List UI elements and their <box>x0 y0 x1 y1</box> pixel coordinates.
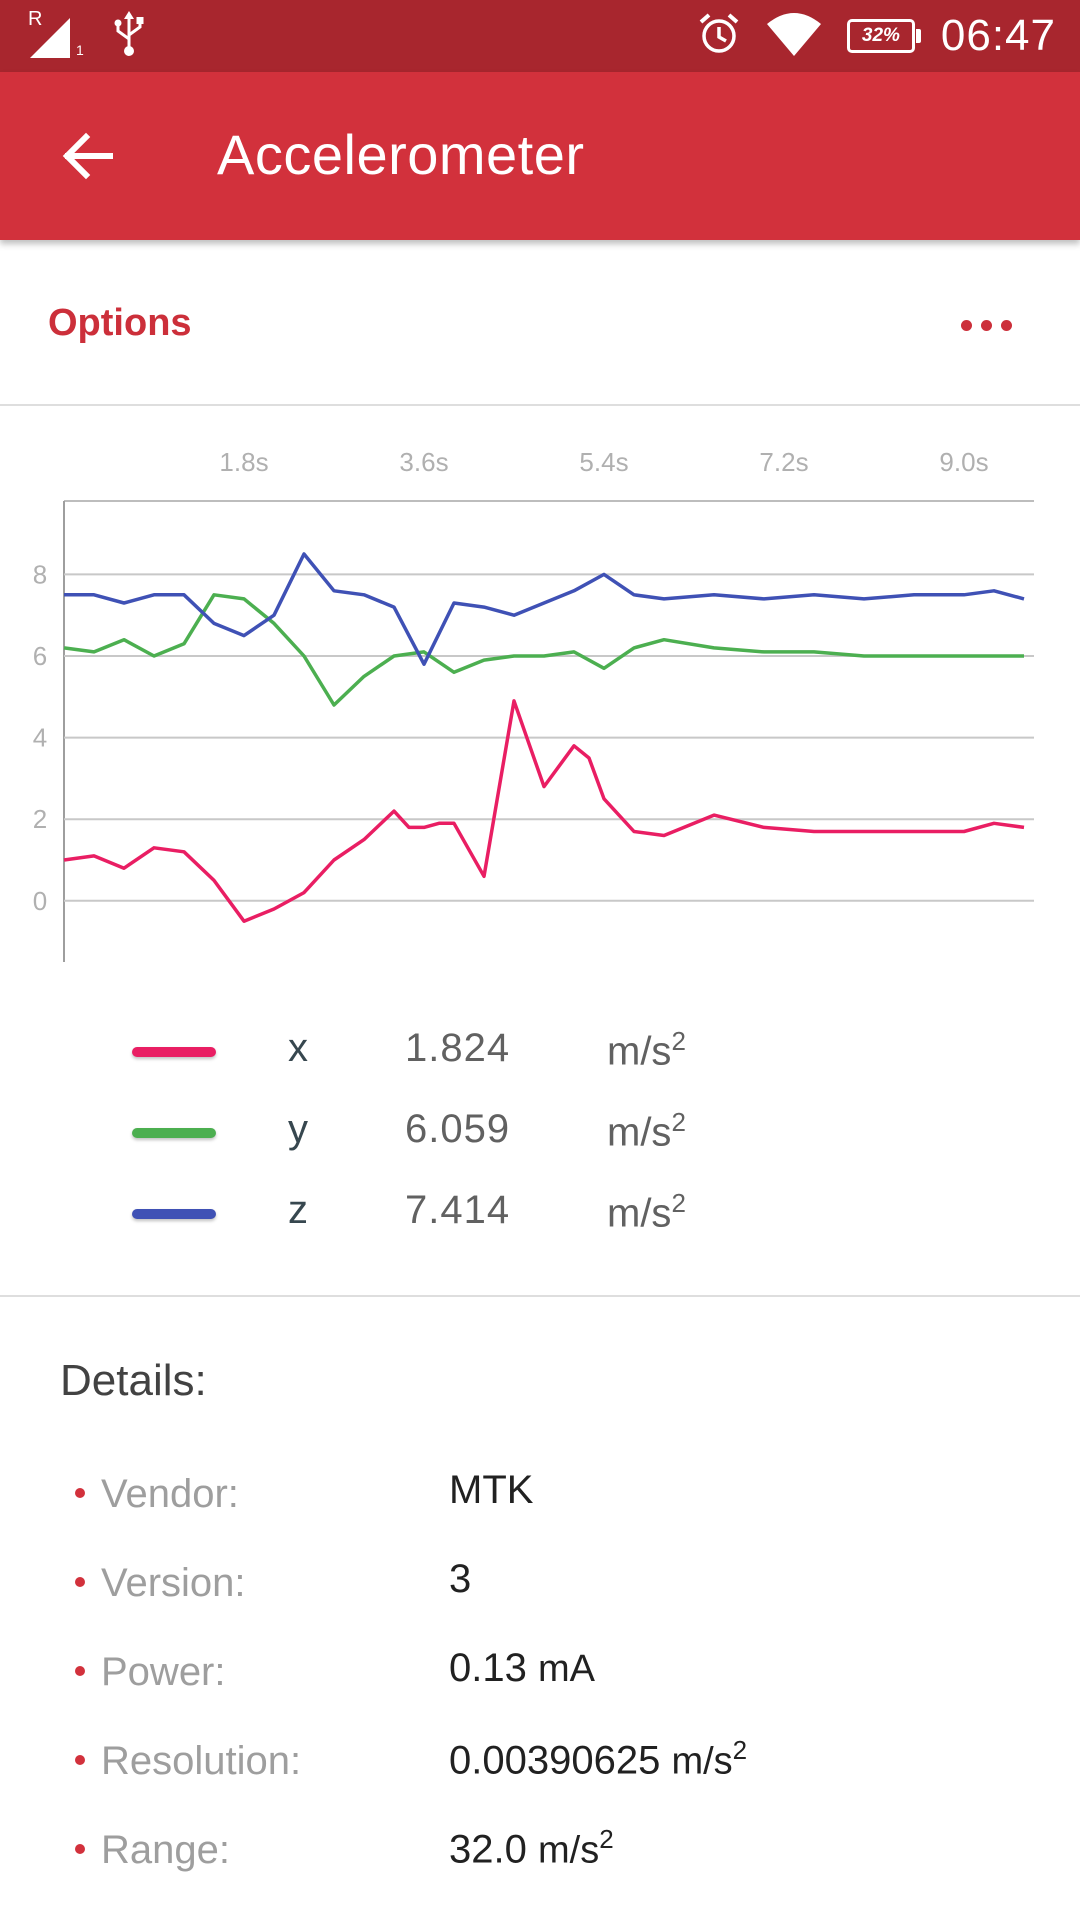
alarm-icon <box>697 12 741 61</box>
network-label: R <box>28 8 43 30</box>
legend-unit: m/s2 <box>607 1188 686 1236</box>
sensor-chart: 0 2 4 6 8 1.8s 3.6s 5.4s 7.2s 9.0s <box>0 440 1080 970</box>
more-dot <box>980 319 992 331</box>
bullet <box>75 1844 85 1854</box>
battery-icon: 32% <box>846 19 921 53</box>
value-unit: m/s <box>537 1829 600 1872</box>
series-line-z <box>64 552 1025 666</box>
legend-swatch-y <box>132 1128 216 1138</box>
wifi-icon <box>766 12 821 61</box>
value-text: MTK <box>449 1468 534 1512</box>
details-title: Details: <box>60 1356 207 1405</box>
detail-row-power: Power: 0.13 mA <box>0 1638 1080 1708</box>
page-title: Accelerometer <box>217 123 585 186</box>
unit-exponent: 2 <box>671 1107 686 1137</box>
status-bar: R 1 <box>0 0 1080 72</box>
unit-exponent: 2 <box>732 1735 748 1765</box>
detail-label: Vendor: <box>101 1472 239 1516</box>
detail-value: MTK <box>449 1468 533 1513</box>
unit-exponent: 2 <box>599 1824 614 1854</box>
bullet <box>75 1488 85 1498</box>
detail-row-resolution: Resolution: 0.00390625 m/s2 <box>0 1727 1080 1797</box>
x-tick-label: 3.6s <box>399 447 448 477</box>
signal-icon: R 1 <box>26 8 84 60</box>
y-tick-label: 4 <box>33 723 47 753</box>
legend-row-z: z 7.414 m/s2 <box>0 1172 1080 1252</box>
legend-value: 1.824 <box>405 1026 511 1070</box>
value-unit: m/s <box>671 1740 733 1783</box>
value-text: 3 <box>449 1557 472 1601</box>
legend-swatch-z <box>132 1209 216 1219</box>
x-tick-label: 1.8s <box>219 447 268 477</box>
detail-row-version: Version: 3 <box>0 1549 1080 1619</box>
legend-axis-label: y <box>288 1107 308 1151</box>
back-button[interactable] <box>48 116 128 196</box>
unit-text: m/s <box>607 1029 672 1074</box>
options-row: Options <box>0 240 1080 406</box>
x-tick-label: 7.2s <box>759 447 808 477</box>
series-line-x <box>63 699 1025 923</box>
more-dot <box>1000 319 1012 331</box>
legend-unit: m/s2 <box>607 1107 686 1155</box>
legend-value: 6.059 <box>405 1107 511 1151</box>
y-tick-label: 2 <box>33 804 47 834</box>
options-button[interactable]: Options <box>48 302 192 344</box>
legend-unit: m/s2 <box>607 1026 686 1074</box>
usb-icon <box>114 10 144 62</box>
bullet <box>75 1755 85 1765</box>
value-unit: mA <box>537 1648 595 1690</box>
unit-exponent: 2 <box>671 1026 686 1056</box>
sim-slot: 1 <box>76 42 84 58</box>
detail-label: Resolution: <box>101 1739 302 1783</box>
value-text: 0.13 <box>449 1646 527 1690</box>
detail-row-vendor: Vendor: MTK <box>0 1460 1080 1530</box>
detail-value: 3 <box>449 1557 471 1602</box>
value-text: 32.0 <box>449 1827 527 1872</box>
y-tick-label: 8 <box>33 559 47 589</box>
y-tick-label: 0 <box>33 886 47 916</box>
divider <box>0 1295 1080 1297</box>
x-tick-label: 9.0s <box>939 447 988 477</box>
bullet <box>75 1577 85 1587</box>
x-tick-label: 5.4s <box>579 447 628 477</box>
bullet <box>75 1666 85 1676</box>
unit-text: m/s <box>607 1191 672 1236</box>
battery-level: 32% <box>861 25 900 46</box>
detail-value: 0.00390625 m/s2 <box>449 1735 747 1783</box>
status-time: 06:47 <box>940 11 1056 60</box>
chart-svg: 0 2 4 6 8 1.8s 3.6s 5.4s 7.2s 9.0s <box>33 447 1034 962</box>
detail-label: Version: <box>101 1561 246 1605</box>
detail-label: Range: <box>101 1828 230 1872</box>
legend-row-y: y 6.059 m/s2 <box>0 1091 1080 1171</box>
more-horizontal-icon <box>960 319 972 331</box>
detail-row-range: Range: 32.0 m/s2 <box>0 1816 1080 1886</box>
detail-value: 0.13 mA <box>449 1646 595 1691</box>
y-tick-label: 6 <box>33 641 47 671</box>
unit-exponent: 2 <box>671 1188 686 1218</box>
series-line-y <box>63 593 1024 707</box>
detail-label: Power: <box>101 1650 226 1694</box>
app-bar: Accelerometer <box>0 72 1080 240</box>
unit-text: m/s <box>607 1110 672 1155</box>
more-options-button[interactable] <box>946 300 1026 350</box>
legend-row-x: x 1.824 m/s2 <box>0 1010 1080 1090</box>
arrow-left-icon <box>62 132 113 180</box>
legend-swatch-x <box>132 1047 216 1057</box>
value-text: 0.00390625 <box>449 1738 661 1783</box>
legend-axis-label: z <box>288 1188 308 1232</box>
detail-value: 32.0 m/s2 <box>449 1824 614 1872</box>
legend-axis-label: x <box>288 1026 308 1070</box>
legend-value: 7.414 <box>405 1188 511 1232</box>
